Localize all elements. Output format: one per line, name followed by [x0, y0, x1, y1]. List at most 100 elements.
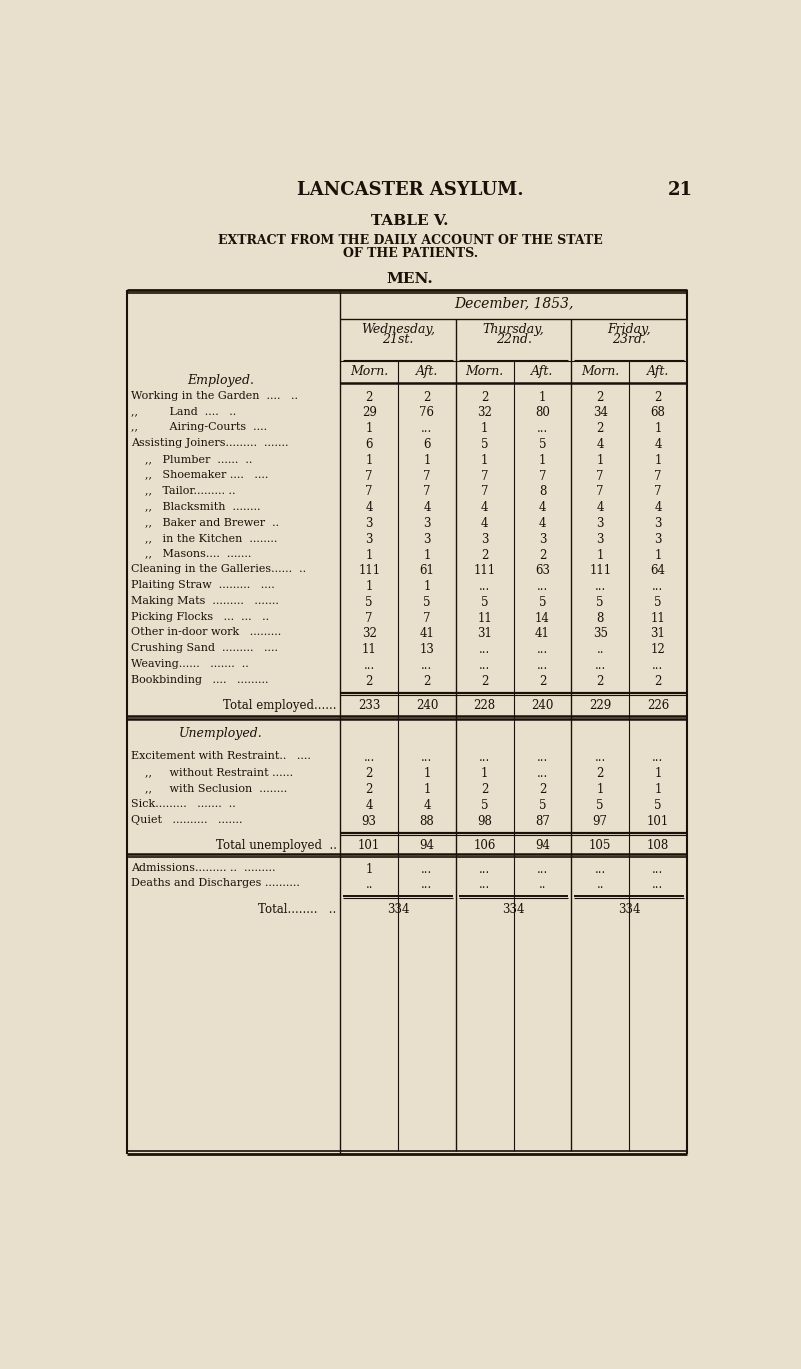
Text: 2: 2	[423, 675, 431, 687]
Text: 11: 11	[650, 612, 666, 624]
Text: 1: 1	[423, 767, 431, 780]
Text: Thursday,: Thursday,	[483, 323, 545, 335]
Text: 1: 1	[654, 453, 662, 467]
Text: 4: 4	[423, 798, 431, 812]
Text: ...: ...	[364, 658, 375, 672]
Text: 5: 5	[539, 596, 546, 609]
Text: 108: 108	[646, 839, 669, 852]
Text: 5: 5	[597, 596, 604, 609]
Text: 7: 7	[423, 612, 431, 624]
Text: ...: ...	[421, 658, 433, 672]
Text: 233: 233	[358, 700, 380, 712]
Text: Friday,: Friday,	[607, 323, 651, 335]
Text: 93: 93	[362, 815, 376, 827]
Text: 226: 226	[646, 700, 669, 712]
Text: ...: ...	[594, 862, 606, 876]
Text: 334: 334	[502, 904, 525, 916]
Text: 4: 4	[597, 501, 604, 515]
Text: 2: 2	[365, 767, 373, 780]
Text: 7: 7	[481, 470, 489, 483]
Text: Aft.: Aft.	[646, 366, 669, 378]
Text: 35: 35	[593, 627, 608, 641]
Text: 5: 5	[539, 798, 546, 812]
Text: 228: 228	[473, 700, 496, 712]
Text: 2: 2	[654, 675, 662, 687]
Text: 21: 21	[667, 181, 692, 200]
Text: Morn.: Morn.	[581, 366, 619, 378]
Text: 101: 101	[646, 815, 669, 827]
Text: 1: 1	[597, 453, 604, 467]
Text: 334: 334	[618, 904, 640, 916]
Text: 1: 1	[423, 580, 431, 593]
Text: Working in the Garden  ....   ..: Working in the Garden .... ..	[131, 390, 298, 401]
Text: 4: 4	[539, 517, 546, 530]
Text: 76: 76	[420, 407, 434, 419]
Text: ...: ...	[537, 580, 548, 593]
Text: ,,         Land  ....   ..: ,, Land .... ..	[131, 407, 236, 416]
Text: 5: 5	[654, 798, 662, 812]
Text: ...: ...	[652, 580, 663, 593]
Text: 5: 5	[481, 596, 489, 609]
Text: 8: 8	[597, 612, 604, 624]
Text: 5: 5	[654, 596, 662, 609]
Text: 3: 3	[423, 533, 431, 546]
Text: 1: 1	[365, 862, 373, 876]
Text: 7: 7	[654, 470, 662, 483]
Text: 111: 111	[589, 564, 611, 578]
Text: Aft.: Aft.	[416, 366, 438, 378]
Text: Cleaning in the Galleries......  ..: Cleaning in the Galleries...... ..	[131, 564, 306, 574]
Text: 4: 4	[481, 517, 489, 530]
Text: 3: 3	[365, 517, 373, 530]
Text: 13: 13	[420, 643, 434, 656]
Text: 61: 61	[420, 564, 434, 578]
Text: 3: 3	[654, 517, 662, 530]
Text: 12: 12	[650, 643, 666, 656]
Text: 111: 111	[473, 564, 496, 578]
Text: 4: 4	[539, 501, 546, 515]
Text: Plaiting Straw  .........   ....: Plaiting Straw ......... ....	[131, 580, 275, 590]
Text: ..: ..	[597, 643, 604, 656]
Text: 23rd.: 23rd.	[612, 333, 646, 346]
Text: 1: 1	[654, 422, 662, 435]
Text: MEN.: MEN.	[387, 272, 433, 286]
Text: ..: ..	[365, 879, 373, 891]
Text: 1: 1	[597, 783, 604, 795]
Text: ...: ...	[421, 422, 433, 435]
Text: 1: 1	[423, 783, 431, 795]
Text: 32: 32	[477, 407, 492, 419]
Text: 1: 1	[654, 767, 662, 780]
Text: ...: ...	[594, 752, 606, 764]
Text: 1: 1	[423, 549, 431, 561]
Text: 1: 1	[365, 580, 373, 593]
Text: Morn.: Morn.	[350, 366, 388, 378]
Text: 111: 111	[358, 564, 380, 578]
Text: ...: ...	[652, 879, 663, 891]
Text: 5: 5	[597, 798, 604, 812]
Text: Unemployed.: Unemployed.	[179, 727, 262, 739]
Text: 2: 2	[539, 549, 546, 561]
Text: 2: 2	[423, 390, 431, 404]
Text: Total unemployed  ..: Total unemployed ..	[215, 839, 336, 852]
Text: 105: 105	[589, 839, 611, 852]
Text: ...: ...	[537, 767, 548, 780]
Text: 11: 11	[362, 643, 376, 656]
Text: 106: 106	[473, 839, 496, 852]
Text: 63: 63	[535, 564, 550, 578]
Text: 4: 4	[654, 438, 662, 450]
Text: Admissions......... ..  .........: Admissions......... .. .........	[131, 862, 276, 872]
Text: 2: 2	[654, 390, 662, 404]
Text: ...: ...	[537, 643, 548, 656]
Text: 87: 87	[535, 815, 550, 827]
Text: Weaving......   .......  ..: Weaving...... ....... ..	[131, 658, 249, 669]
Text: 31: 31	[650, 627, 666, 641]
Text: 240: 240	[416, 700, 438, 712]
Text: Total employed......: Total employed......	[223, 700, 336, 712]
Text: Quiet   ..........   .......: Quiet .......... .......	[131, 815, 243, 824]
Text: 5: 5	[539, 438, 546, 450]
Text: 1: 1	[365, 453, 373, 467]
Text: 7: 7	[423, 486, 431, 498]
Text: 2: 2	[365, 390, 373, 404]
Text: 34: 34	[593, 407, 608, 419]
Text: 22nd.: 22nd.	[496, 333, 532, 346]
Text: Morn.: Morn.	[465, 366, 504, 378]
